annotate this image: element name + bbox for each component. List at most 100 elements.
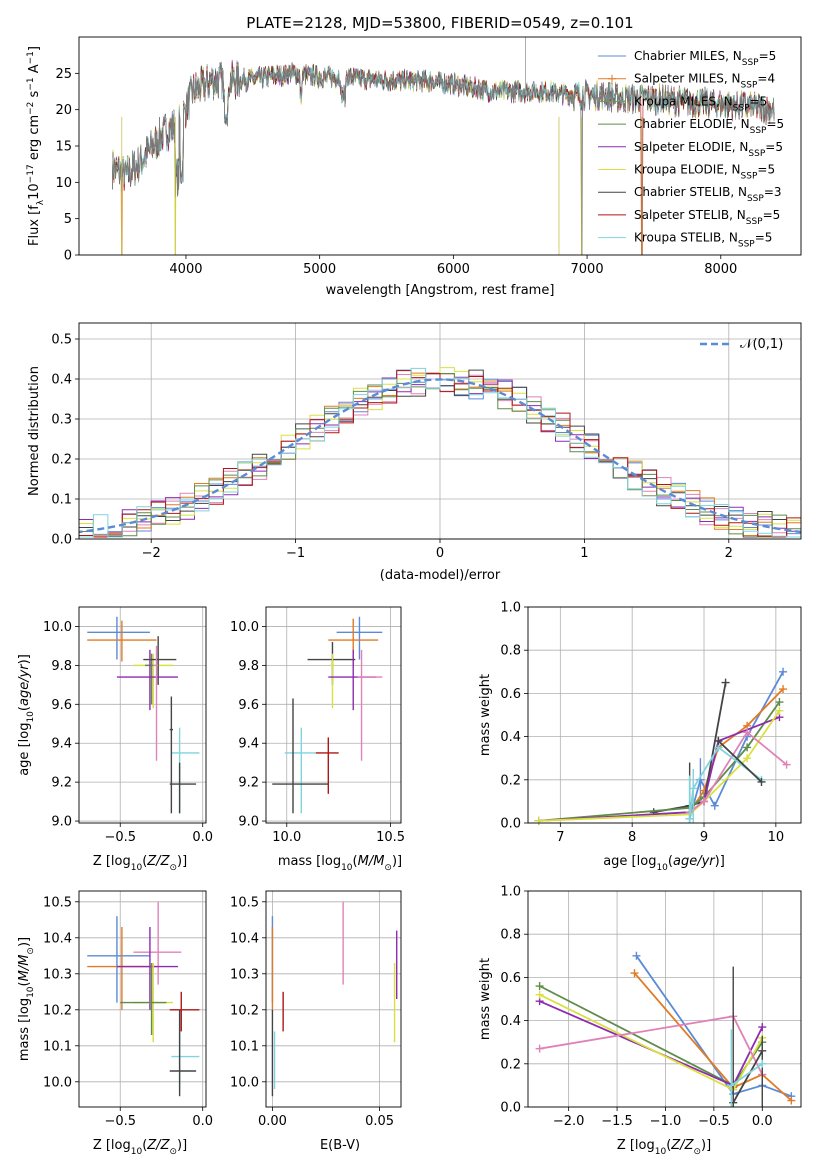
x-axis-label: Z [log10(Z/Z⊙)] (617, 1138, 711, 1157)
y-tick-label: 10.2 (230, 1003, 259, 1018)
y-tick-label: 0.2 (500, 1057, 521, 1072)
errorbar-point (87, 620, 157, 662)
y-tick-label: 0.2 (500, 773, 521, 788)
y-tick-label: 10.3 (230, 967, 259, 982)
x-tick-label: −2.0 (553, 1114, 585, 1129)
axes-frame (78, 606, 207, 824)
panel-age-vs-Z: −0.5 0.0 9.0 9.2 9.4 9.6 9.8 10.0 Z [log10(Z/Z⊙)… (17, 606, 213, 873)
x-tick-label: 9 (700, 830, 708, 845)
x-tick-label: −2 (142, 546, 161, 561)
y-tick-label: 9.2 (51, 776, 72, 791)
y-tick-label: 9.4 (51, 737, 72, 752)
y-tick-label: 10.5 (43, 895, 72, 910)
weight-marker (632, 951, 641, 960)
axes-frame (527, 606, 802, 824)
weight-series (714, 736, 766, 786)
x-tick-label: 10.5 (376, 830, 405, 845)
weight-line (633, 972, 792, 1102)
y-tick-label: 9.2 (238, 776, 259, 791)
y-tick-label: 9.6 (238, 698, 259, 713)
histograms (79, 367, 801, 538)
y-tick-label: 25 (55, 67, 72, 82)
axes-frame (265, 890, 402, 1108)
x-tick-label: −1.5 (601, 1114, 633, 1129)
weight-line (689, 730, 788, 813)
weight-marker (779, 667, 788, 676)
x-axis-label: mass [log10(M/M⊙)] (278, 854, 402, 873)
y-axis-label: mass weight (478, 674, 493, 756)
x-axis-label: age [log10(age/yr)] (603, 854, 725, 873)
weight-line (730, 1063, 763, 1087)
spectrum-observed (112, 61, 775, 198)
legend-label: Kroupa MILES, NSSP=5 (634, 94, 767, 113)
errorbar-point (144, 653, 154, 705)
panel-age-vs-mass: 10.0 10.5 9.0 9.2 9.4 9.6 9.8 10.0 mass [log10(M… (230, 606, 405, 873)
y-tick-label: 0.8 (500, 644, 521, 659)
legend-label: Chabrier STELIB, NSSP=3 (634, 185, 782, 204)
panel-spectrum: 4000 5000 6000 7000 8000 0 5 10 15 20 25 wavelength… (26, 36, 802, 298)
x-axis-label: Z [log10(Z/Z⊙)] (93, 854, 187, 873)
errorbar-point (330, 653, 335, 709)
y-tick-label: 10.0 (43, 620, 72, 635)
weight-marker (775, 706, 784, 715)
y-tick-label: 9.0 (51, 815, 72, 830)
x-tick-label: 2 (725, 546, 733, 561)
legend-label: Kroupa STELIB, NSSP=5 (634, 231, 772, 250)
y-tick-label: 10.5 (230, 895, 259, 910)
y-tick-label: 9.8 (51, 659, 72, 674)
weight-line (732, 1050, 764, 1104)
weight-marker (534, 816, 543, 825)
x-tick-label: 0.0 (192, 830, 213, 845)
weight-marker (630, 969, 639, 978)
y-tick-label: 0.4 (51, 373, 72, 388)
x-tick-label: 0.0 (192, 1114, 213, 1129)
plot-area-weight-vs-age (534, 667, 791, 825)
weight-marker (758, 1023, 767, 1032)
legend-label: Salpeter STELIB, NSSP=5 (634, 208, 780, 227)
y-tick-label: 10.4 (230, 931, 259, 946)
figure-title: PLATE=2128, MJD=53800, FIBERID=0549, z=0… (246, 14, 633, 32)
panel-residuals: −2 −1 0 1 2 0.0 0.1 0.2 0.3 0.4 0.5 𝒩(0,1) (data-mod… (27, 322, 802, 583)
y-tick-label: 1.0 (500, 601, 521, 616)
y-tick-label: 10.2 (43, 1003, 72, 1018)
y-tick-label: 0.5 (51, 333, 72, 348)
plot-area-age-vs-Z (87, 616, 200, 814)
y-tick-label: 0.4 (500, 1014, 521, 1029)
x-tick-label: 1 (580, 546, 588, 561)
plot-area-age-vs-mass (272, 616, 383, 814)
y-tick-label: 0 (64, 249, 72, 264)
errorbar-point (336, 616, 383, 660)
x-tick-label: −0.5 (104, 1114, 136, 1129)
y-tick-label: 15 (55, 140, 72, 155)
y-tick-label: 0.8 (500, 928, 521, 943)
errorbar-point (169, 696, 174, 814)
y-tick-label: 10.1 (230, 1039, 259, 1054)
legend-label: 𝒩(0,1) (740, 337, 783, 352)
y-tick-label: 0.2 (51, 453, 72, 468)
y-tick-label: 0.0 (51, 533, 72, 548)
y-tick-label: 0.0 (500, 1101, 521, 1116)
y-tick-label: 9.4 (238, 737, 259, 752)
y-tick-label: 0.6 (500, 971, 521, 986)
plot-area-mass-vs-ebv (271, 901, 398, 1097)
weight-marker (779, 685, 788, 694)
weight-marker (700, 797, 709, 806)
weight-line (717, 740, 763, 783)
spectrum-lines (112, 37, 775, 255)
x-tick-label: 8000 (704, 262, 737, 277)
weight-marker (787, 1096, 796, 1105)
weight-marker (535, 982, 544, 991)
errorbar-point (153, 645, 159, 761)
errorbar-point (357, 649, 383, 761)
errorbar-point (87, 916, 150, 1003)
x-tick-label: 0 (436, 546, 444, 561)
y-tick-label: 9.8 (238, 659, 259, 674)
panel-weight-vs-Z: −2.0 −1.5 −1.0 −0.5 0.0 0.0 0.2 0.4 0.6 0.8 1.0 Z [… (478, 885, 802, 1157)
weight-marker (743, 754, 752, 763)
y-axis-label: mass [log10(M/M⊙)] (17, 937, 36, 1061)
weight-marker (758, 1059, 767, 1068)
x-tick-label: 4000 (169, 262, 202, 277)
plot-area-spectrum (112, 37, 775, 255)
y-axis-label: age [log10(age/yr)] (17, 654, 36, 776)
plot-area-weight-vs-Z (535, 951, 796, 1107)
